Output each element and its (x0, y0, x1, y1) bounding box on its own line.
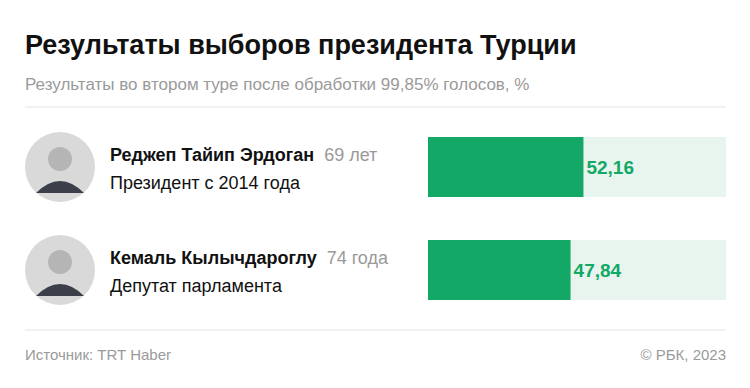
data-label: 52,16 (586, 157, 634, 178)
photo-body (36, 181, 84, 193)
age-label: 69 лет (324, 145, 377, 165)
data-labels: 52,16 47,84 (574, 157, 634, 281)
data-label: 47,84 (574, 260, 622, 281)
category-label: Кемаль Кылычдароглу (110, 248, 317, 268)
track (428, 137, 726, 197)
photo-body (36, 284, 84, 296)
chart: Результаты выборов президента Турции Резу… (0, 0, 750, 388)
photo-head (48, 250, 72, 274)
tracks (428, 137, 726, 300)
bar (428, 137, 583, 197)
category-label: Реджеп Тайип Эрдоган (110, 145, 314, 165)
title: Результаты выборов президента Турции (25, 30, 577, 60)
photo (25, 235, 95, 305)
description-label: Президент с 2014 года (110, 173, 301, 193)
bar (428, 240, 571, 300)
source: Источник: TRT Haber (25, 346, 171, 363)
photo (25, 132, 95, 202)
subtitle: Результаты во втором туре после обработк… (25, 75, 529, 94)
photo-circle (25, 235, 95, 305)
photo-head (48, 147, 72, 171)
track (428, 240, 726, 300)
bars (428, 137, 583, 300)
separator (25, 330, 726, 331)
age-label: 74 года (327, 248, 389, 268)
separator (25, 107, 726, 108)
photo-circle (25, 132, 95, 202)
credit: © РБК, 2023 (640, 346, 726, 363)
description-label: Депутат парламента (110, 276, 283, 296)
